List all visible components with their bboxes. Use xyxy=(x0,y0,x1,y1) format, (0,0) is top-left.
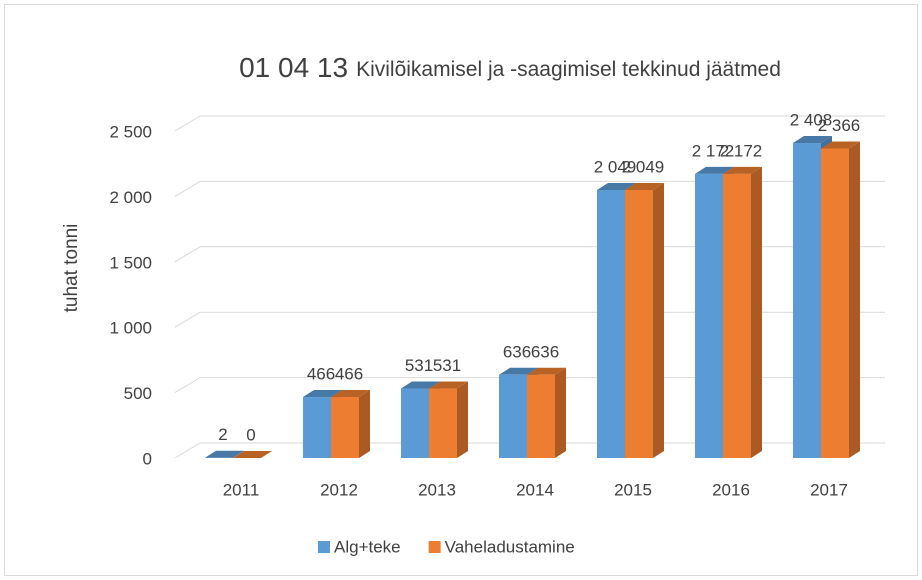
data-label: 531 xyxy=(405,356,433,375)
data-label: 2 049 xyxy=(594,157,637,176)
bar-top xyxy=(723,166,762,174)
legend-label: Vaheladustamine xyxy=(445,537,575,556)
bar-top xyxy=(625,182,664,190)
bar-top xyxy=(695,166,734,174)
y-tick-label: 1 000 xyxy=(109,319,152,338)
data-label: 2 049 xyxy=(622,157,665,176)
bar xyxy=(303,397,331,458)
bar xyxy=(695,173,723,458)
bar xyxy=(429,388,457,458)
grid-line-side xyxy=(174,115,201,132)
bar xyxy=(597,189,625,459)
x-tick-label: 2015 xyxy=(614,480,652,499)
grid-line-side xyxy=(174,246,201,263)
bar-side xyxy=(849,141,860,458)
bar xyxy=(723,173,751,458)
y-tick-label: 2 500 xyxy=(109,122,152,141)
data-label: 466 xyxy=(307,365,335,384)
title-code: 01 04 13 xyxy=(239,52,348,83)
bar-top xyxy=(499,367,538,375)
x-tick-label: 2011 xyxy=(223,480,260,499)
grid-line-side xyxy=(174,377,201,394)
bar-top xyxy=(429,381,468,389)
data-label: 636 xyxy=(503,342,531,361)
bar xyxy=(499,374,527,458)
y-tick-label: 2 000 xyxy=(109,188,152,207)
bar-side xyxy=(359,390,370,458)
y-tick-label: 500 xyxy=(124,384,152,403)
data-label: 636 xyxy=(531,342,559,361)
bar-side xyxy=(233,450,244,458)
bar-top xyxy=(233,451,272,458)
bar xyxy=(401,388,429,458)
bar xyxy=(821,148,849,458)
bar-top xyxy=(821,141,860,149)
data-label: 2 172 xyxy=(720,141,763,160)
y-tick-label: 0 xyxy=(143,449,152,468)
chart-title: 01 04 13 Kivilõikamisel ja -saagimisel te… xyxy=(239,52,781,83)
bar-top xyxy=(401,381,440,389)
bar-side xyxy=(751,166,762,458)
data-label: 2 408 xyxy=(790,111,833,130)
bar xyxy=(625,189,653,459)
data-label: 2 172 xyxy=(692,141,735,160)
data-label: 466 xyxy=(335,365,363,384)
grid-line-side xyxy=(174,180,201,197)
data-label: 0 xyxy=(246,425,255,444)
data-label: 2 366 xyxy=(818,116,861,135)
data-label: 2 xyxy=(218,425,227,444)
bar-side xyxy=(457,381,468,458)
bar-side xyxy=(653,182,664,459)
grid-line-side xyxy=(174,311,201,328)
bar-top xyxy=(527,367,566,375)
y-tick-label: 1 500 xyxy=(109,253,152,272)
x-tick-label: 2014 xyxy=(516,480,554,499)
data-label: 531 xyxy=(433,356,461,375)
bar-top xyxy=(793,136,832,144)
bar-top xyxy=(303,390,342,398)
legend-label: Alg+teke xyxy=(334,537,401,556)
x-tick-label: 2016 xyxy=(712,480,750,499)
bar xyxy=(527,374,555,458)
y-axis-label: tuhat tonni xyxy=(61,224,82,313)
bar xyxy=(331,397,359,458)
bar-side xyxy=(555,367,566,458)
x-tick-label: 2017 xyxy=(810,480,848,499)
bar xyxy=(793,143,821,458)
grid-line-side xyxy=(174,442,201,459)
legend-swatch xyxy=(318,541,330,553)
x-tick-label: 2012 xyxy=(320,480,358,499)
bar-top xyxy=(331,390,370,398)
bar-top xyxy=(205,450,244,458)
title-text: Kivilõikamisel ja -saagimisel tekkinud j… xyxy=(356,58,781,81)
legend-swatch xyxy=(428,541,441,553)
bar-top xyxy=(597,182,636,190)
chart-frame xyxy=(4,4,918,576)
x-tick-label: 2013 xyxy=(418,480,456,499)
